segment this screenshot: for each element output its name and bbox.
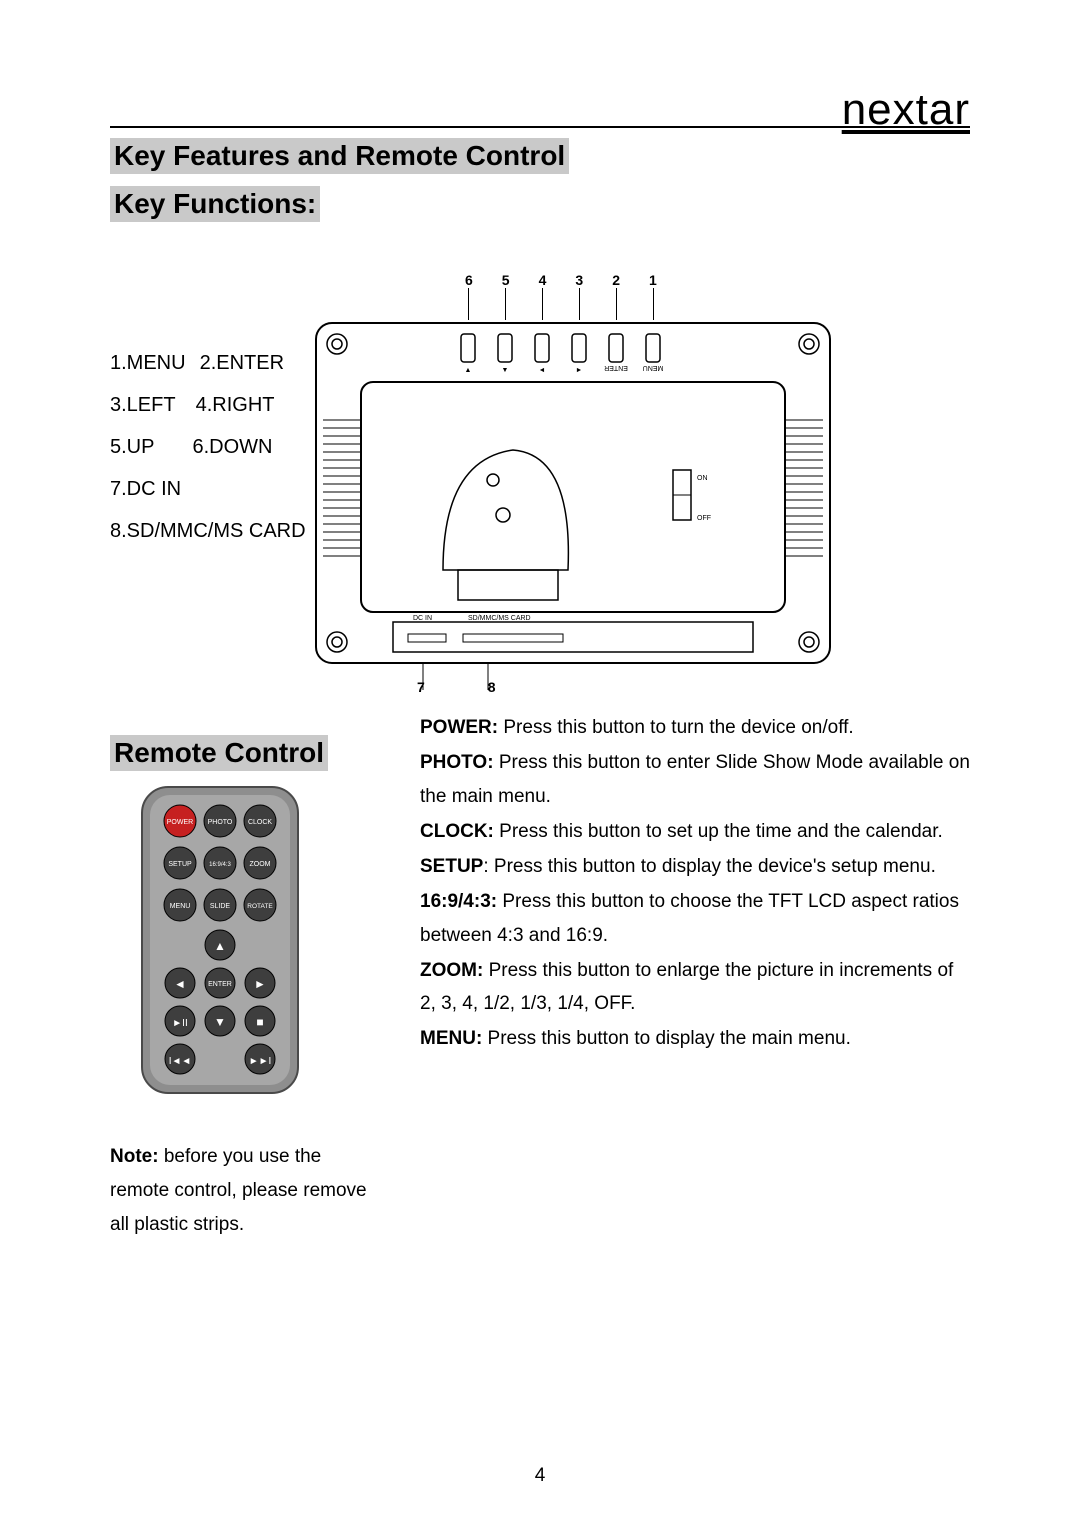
heading-remote: Remote Control bbox=[110, 735, 328, 771]
svg-text:ENTER: ENTER bbox=[208, 981, 232, 988]
desc-power-label: POWER: bbox=[420, 717, 498, 738]
desc-photo-label: PHOTO: bbox=[420, 752, 494, 773]
svg-text:▲: ▲ bbox=[214, 939, 226, 953]
svg-text:OFF: OFF bbox=[697, 515, 711, 522]
svg-text:◄: ◄ bbox=[539, 367, 546, 374]
svg-text:▼: ▼ bbox=[502, 367, 509, 374]
svg-text:◄: ◄ bbox=[174, 977, 186, 991]
device-back-svg: ▲ ▼ ◄ ► ENTER MENU bbox=[313, 320, 833, 690]
svg-text:SD/MMC/MS CARD: SD/MMC/MS CARD bbox=[468, 615, 531, 622]
key-7: 7.DC IN bbox=[110, 468, 181, 510]
callout-3: 3 bbox=[575, 272, 583, 288]
svg-text:SLIDE: SLIDE bbox=[210, 903, 231, 910]
svg-text:SETUP: SETUP bbox=[168, 861, 192, 868]
desc-aspect-label: 16:9/4:3: bbox=[420, 891, 497, 912]
desc-power-text: Press this button to turn the device on/… bbox=[498, 717, 854, 738]
svg-text:■: ■ bbox=[256, 1015, 263, 1029]
key-8: 8.SD/MMC/MS CARD bbox=[110, 510, 306, 552]
svg-text:►II: ►II bbox=[172, 1018, 187, 1029]
svg-text:DC IN: DC IN bbox=[413, 615, 432, 622]
note-block: Note: before you use the remote control,… bbox=[110, 1140, 380, 1243]
desc-clock-label: CLOCK: bbox=[420, 821, 494, 842]
heading-keyfunctions: Key Functions: bbox=[110, 186, 320, 222]
desc-photo-text: Press this button to enter Slide Show Mo… bbox=[420, 752, 970, 806]
key-4: 4.RIGHT bbox=[196, 384, 275, 426]
svg-text:▲: ▲ bbox=[465, 367, 472, 374]
svg-text:►►I: ►►I bbox=[249, 1056, 272, 1067]
callout-5: 5 bbox=[502, 272, 510, 288]
svg-text:ROTATE: ROTATE bbox=[247, 903, 273, 910]
key-function-list: 1.MENU 2.ENTER 3.LEFT 4.RIGHT 5.UP 6.DOWN 7… bbox=[110, 272, 285, 695]
callout-line bbox=[542, 288, 543, 320]
callout-1: 1 bbox=[649, 272, 657, 288]
key-6: 6.DOWN bbox=[192, 426, 272, 468]
callout-line bbox=[579, 288, 580, 320]
callout-8: 8 bbox=[488, 679, 496, 695]
callout-line bbox=[468, 288, 469, 320]
svg-text:►: ► bbox=[576, 367, 583, 374]
svg-text:MENU: MENU bbox=[170, 903, 191, 910]
callout-line bbox=[505, 288, 506, 320]
svg-text:ZOOM: ZOOM bbox=[250, 861, 271, 868]
heading-main: Key Features and Remote Control bbox=[110, 138, 569, 174]
key-3: 3.LEFT bbox=[110, 384, 176, 426]
key-1: 1.MENU bbox=[110, 342, 186, 384]
key-2: 2.ENTER bbox=[200, 342, 284, 384]
device-diagram: 6 5 4 3 2 1 bbox=[313, 272, 970, 695]
svg-text:I◄◄: I◄◄ bbox=[169, 1056, 192, 1067]
svg-text:16:9/4:3: 16:9/4:3 bbox=[209, 862, 231, 868]
key-5: 5.UP bbox=[110, 426, 154, 468]
desc-menu-label: MENU: bbox=[420, 1028, 482, 1049]
callout-line bbox=[616, 288, 617, 320]
svg-text:▼: ▼ bbox=[214, 1015, 226, 1029]
page-number: 4 bbox=[0, 1465, 1080, 1487]
remote-descriptions: POWER: Press this button to turn the dev… bbox=[420, 705, 970, 1243]
callout-6: 6 bbox=[465, 272, 473, 288]
remote-svg: POWER PHOTO CLOCK SETUP 16:9/4:3 ZOOM ME… bbox=[140, 785, 300, 1095]
svg-text:MENU: MENU bbox=[643, 364, 664, 371]
desc-clock-text: Press this button to set up the time and… bbox=[494, 821, 943, 842]
svg-text:PHOTO: PHOTO bbox=[208, 819, 233, 826]
callout-7: 7 bbox=[417, 679, 425, 695]
desc-setup-text: : Press this button to display the devic… bbox=[483, 856, 935, 877]
callout-4: 4 bbox=[539, 272, 547, 288]
desc-zoom-text: Press this button to enlarge the picture… bbox=[420, 960, 953, 1014]
callout-2: 2 bbox=[612, 272, 620, 288]
svg-text:ENTER: ENTER bbox=[604, 364, 628, 371]
svg-text:ON: ON bbox=[697, 475, 708, 482]
svg-text:►: ► bbox=[254, 977, 266, 991]
svg-text:CLOCK: CLOCK bbox=[248, 819, 272, 826]
callout-line bbox=[653, 288, 654, 320]
desc-aspect-text: Press this button to choose the TFT LCD … bbox=[420, 891, 959, 945]
note-label: Note: bbox=[110, 1146, 159, 1167]
desc-menu-text: Press this button to display the main me… bbox=[482, 1028, 851, 1049]
desc-zoom-label: ZOOM: bbox=[420, 960, 483, 981]
rule-top bbox=[110, 126, 970, 128]
desc-setup-label: SETUP bbox=[420, 856, 483, 877]
svg-text:POWER: POWER bbox=[167, 819, 193, 826]
